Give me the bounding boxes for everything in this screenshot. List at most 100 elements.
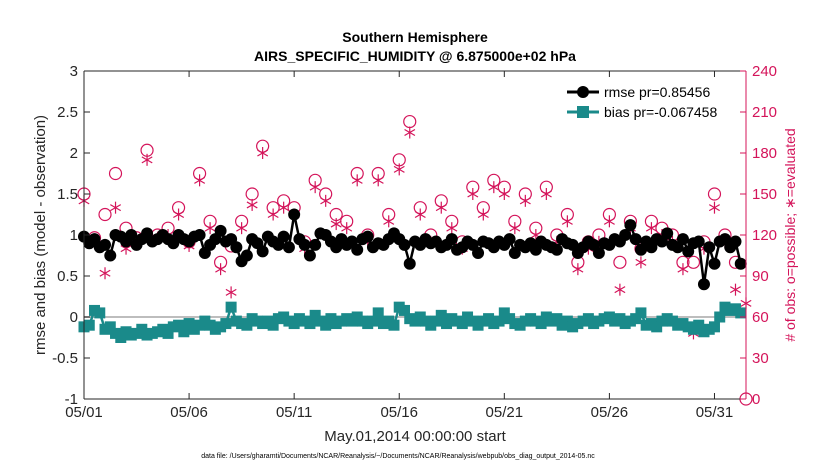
bias-point bbox=[372, 307, 384, 319]
y-tick-label: -1 bbox=[65, 391, 78, 408]
bias-point bbox=[535, 318, 547, 330]
obs-evaluated-stroke bbox=[351, 176, 363, 184]
rmse-point bbox=[661, 227, 674, 240]
bias-point bbox=[714, 311, 726, 323]
obs-evaluated-marker bbox=[141, 153, 153, 166]
bias-point bbox=[430, 315, 442, 327]
obs-evaluated-stroke bbox=[383, 217, 395, 225]
rmse-point bbox=[734, 257, 747, 270]
bias-point bbox=[388, 319, 400, 331]
rmse-point bbox=[592, 247, 605, 260]
obs-possible-marker bbox=[686, 255, 701, 269]
bias-point bbox=[136, 323, 148, 335]
x-tick-label: 05/11 bbox=[276, 404, 312, 421]
y-tick-label: 2 bbox=[70, 145, 78, 162]
bias-point bbox=[173, 319, 185, 331]
bias-point bbox=[267, 319, 279, 331]
rmse-point bbox=[708, 257, 721, 270]
bias-point bbox=[735, 307, 747, 319]
obs-evaluated-stroke bbox=[341, 224, 353, 232]
rmse-point bbox=[697, 278, 710, 291]
obs-evaluated-stroke bbox=[194, 176, 206, 184]
chart-title: Southern Hemisphere bbox=[342, 29, 488, 45]
bias-point bbox=[498, 307, 510, 319]
obs-evaluated-marker bbox=[351, 174, 363, 187]
y-tick-label: 1 bbox=[70, 227, 78, 244]
obs-evaluated-marker bbox=[320, 194, 332, 207]
bias-point bbox=[241, 319, 253, 331]
rmse-point bbox=[288, 208, 301, 221]
y2-tick-label: 120 bbox=[752, 227, 777, 244]
rmse-point bbox=[503, 233, 516, 246]
y-tick-label: -0.5 bbox=[52, 350, 78, 367]
obs-evaluated-stroke bbox=[278, 204, 290, 212]
obs-evaluated-stroke bbox=[614, 286, 626, 294]
bias-point bbox=[304, 318, 316, 330]
obs-evaluated-stroke bbox=[372, 176, 384, 184]
rmse-point bbox=[403, 257, 416, 270]
y-tick-label: 2.5 bbox=[57, 104, 78, 121]
obs-evaluated-marker bbox=[519, 194, 531, 207]
obs-evaluated-stroke bbox=[572, 265, 584, 273]
rmse-point bbox=[125, 229, 138, 241]
obs-evaluated-stroke bbox=[603, 217, 615, 225]
obs-evaluated-marker bbox=[498, 188, 510, 200]
y2-tick-label: 60 bbox=[752, 309, 769, 326]
rmse-point bbox=[550, 243, 563, 256]
obs-evaluated-stroke bbox=[110, 204, 122, 212]
obs-evaluated-marker bbox=[488, 181, 500, 194]
obs-evaluated-marker bbox=[257, 147, 269, 159]
obs-evaluated-stroke bbox=[330, 220, 342, 228]
bias-point bbox=[104, 321, 116, 333]
data-file-footnote: data file: /Users/gharamti/Documents/NCA… bbox=[201, 453, 595, 460]
obs-evaluated-marker bbox=[309, 181, 321, 194]
obs-evaluated-marker bbox=[330, 218, 342, 231]
obs-evaluated-marker bbox=[267, 208, 279, 221]
obs-evaluated-marker bbox=[404, 126, 416, 139]
obs-possible-marker bbox=[613, 255, 627, 269]
obs-evaluated-stroke bbox=[173, 210, 185, 219]
obs-evaluated-marker bbox=[99, 267, 111, 280]
obs-evaluated-stroke bbox=[708, 204, 720, 212]
obs-evaluated-marker bbox=[467, 188, 479, 200]
rmse-point bbox=[214, 224, 227, 237]
y-axis-label: rmse and bias (model - observation) bbox=[32, 115, 49, 355]
obs-evaluated-stroke bbox=[561, 217, 573, 225]
obs-evaluated-marker bbox=[246, 198, 258, 211]
obs-evaluated-marker bbox=[509, 222, 521, 235]
obs-evaluated-stroke bbox=[530, 231, 542, 239]
x-tick-label: 05/26 bbox=[591, 404, 629, 421]
obs-evaluated-stroke bbox=[645, 224, 657, 232]
obs-evaluated-stroke bbox=[215, 265, 227, 273]
legend: rmse pr=0.85456 bias pr=-0.067458 bbox=[562, 78, 740, 124]
obs-evaluated-marker bbox=[383, 215, 395, 228]
rmse-point bbox=[351, 243, 364, 256]
rmse-point bbox=[703, 241, 716, 254]
rmse-point bbox=[729, 235, 742, 248]
obs-evaluated-stroke bbox=[635, 258, 647, 266]
obs-evaluated-stroke bbox=[393, 165, 405, 173]
rmse-point bbox=[298, 238, 311, 251]
obs-evaluated-marker bbox=[278, 201, 290, 214]
rmse-point bbox=[361, 230, 374, 243]
rmse-point bbox=[445, 233, 458, 246]
obs-evaluated-stroke bbox=[509, 224, 521, 232]
obs-evaluated-stroke bbox=[677, 265, 689, 273]
bias-point bbox=[162, 327, 174, 339]
bias-point bbox=[183, 318, 195, 330]
y2-tick-label: 210 bbox=[752, 104, 777, 121]
obs-evaluated-marker bbox=[215, 263, 227, 276]
obs-evaluated-marker bbox=[414, 208, 426, 221]
bias-point bbox=[115, 332, 127, 343]
rmse-point bbox=[619, 229, 632, 241]
x-tick-label: 05/01 bbox=[65, 404, 103, 421]
rmse-point bbox=[104, 249, 117, 262]
bias-point bbox=[493, 315, 505, 327]
obs-evaluated-marker bbox=[435, 201, 447, 214]
obs-evaluated-marker bbox=[225, 286, 237, 299]
legend-rmse-label: rmse pr=0.85456 bbox=[604, 84, 710, 100]
legend-bias-marker bbox=[577, 106, 589, 118]
y2-axis-label: # of obs: o=possible; ∗=evaluated bbox=[782, 128, 798, 341]
obs-evaluated-stroke bbox=[257, 149, 269, 157]
obs-evaluated-marker bbox=[173, 208, 185, 221]
